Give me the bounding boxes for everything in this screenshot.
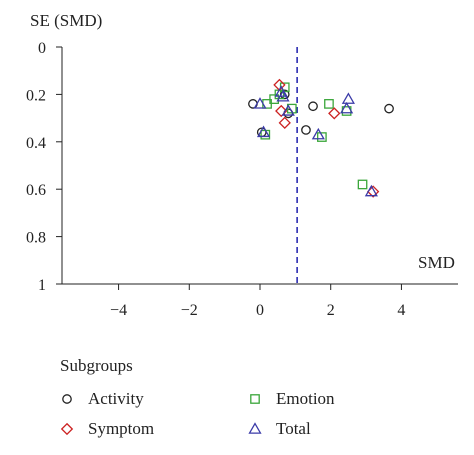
symptom-point xyxy=(328,107,341,120)
total-point xyxy=(281,104,295,116)
total-point xyxy=(276,89,290,102)
y-tick-label: 0 xyxy=(38,40,46,57)
y-axis-label: SE (SMD) xyxy=(30,11,102,30)
data-points xyxy=(248,78,394,198)
y-tick-label: 0.6 xyxy=(26,182,46,199)
total-point xyxy=(364,184,378,197)
x-tick-label: −4 xyxy=(110,302,127,319)
symptom-point xyxy=(278,116,291,130)
x-tick-label: −2 xyxy=(181,302,198,319)
emotion-point xyxy=(324,99,334,109)
y-tick-label: 1 xyxy=(38,277,46,294)
total-point xyxy=(256,125,271,138)
x-tick-label: 0 xyxy=(256,302,264,319)
symptom-point xyxy=(275,104,288,118)
activity-point xyxy=(301,125,311,135)
x-axis-label: SMD xyxy=(418,253,455,272)
emotion-point xyxy=(317,132,327,142)
x-tick-label: 4 xyxy=(397,302,405,319)
total-point xyxy=(311,127,325,140)
y-tick-label: 0.2 xyxy=(26,87,46,104)
plot-axes: 0 0.2 0.4 0.6 0.8 1 −4 −2 0 2 4 xyxy=(26,40,458,319)
total-point xyxy=(340,101,354,114)
total-point xyxy=(341,92,355,104)
activity-point xyxy=(308,101,318,112)
activity-point xyxy=(384,103,394,114)
y-tick-label: 0.4 xyxy=(26,135,46,152)
total-point xyxy=(274,85,288,97)
x-tick-label: 2 xyxy=(327,302,335,319)
y-tick-label: 0.8 xyxy=(26,230,46,247)
total-point xyxy=(253,97,267,109)
emotion-point xyxy=(357,179,368,190)
